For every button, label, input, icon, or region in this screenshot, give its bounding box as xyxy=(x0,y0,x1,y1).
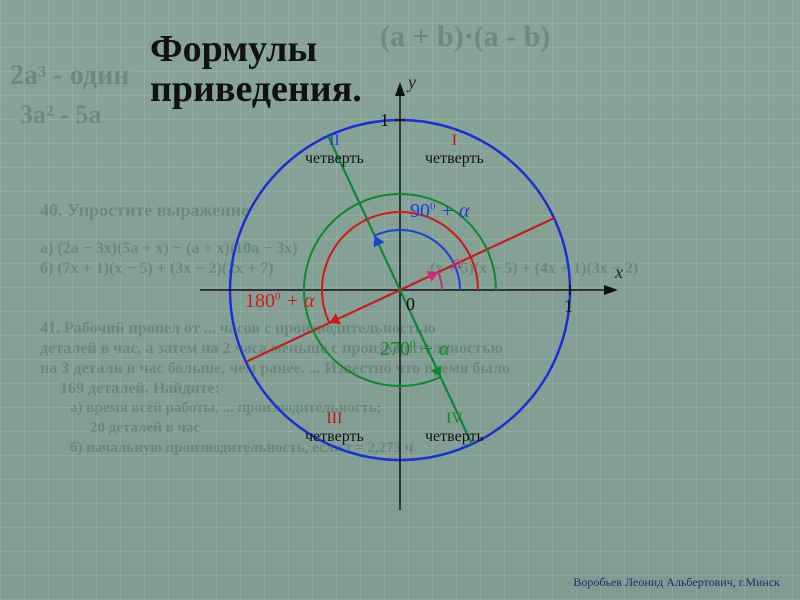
angle-label-alpha: α xyxy=(452,252,463,275)
angle-label-270: 2700 + α xyxy=(380,338,450,361)
quadrant-4-label: IV четверть xyxy=(425,410,484,445)
quadrant-4-word: четверть xyxy=(425,428,484,446)
quadrant-2-rn: II xyxy=(305,132,364,150)
unit-circle-diagram xyxy=(0,0,800,600)
quadrant-3-word: четверть xyxy=(305,428,364,446)
quadrant-1-label: I четверть xyxy=(425,132,484,167)
quadrant-3-rn: III xyxy=(305,410,364,428)
tick-one-y: 1 xyxy=(380,110,389,131)
author-credit: Воробьев Леонид Альбертович, г.Минск xyxy=(573,575,780,590)
diagram-stage: x y 1 1 0 I четверть II четверть III чет… xyxy=(0,0,800,600)
y-axis-label: y xyxy=(408,72,416,93)
x-axis-label: x xyxy=(615,262,623,283)
angle-label-90: 900 + α xyxy=(410,200,470,223)
quadrant-1-word: четверть xyxy=(425,150,484,168)
quadrant-1-rn: I xyxy=(425,132,484,150)
quadrant-2-label: II четверть xyxy=(305,132,364,167)
quadrant-2-word: четверть xyxy=(305,150,364,168)
angle-label-180: 1800 + α xyxy=(245,290,315,313)
quadrant-3-label: III четверть xyxy=(305,410,364,445)
tick-origin: 0 xyxy=(406,294,415,315)
tick-one-x: 1 xyxy=(564,296,573,317)
quadrant-4-rn: IV xyxy=(425,410,484,428)
